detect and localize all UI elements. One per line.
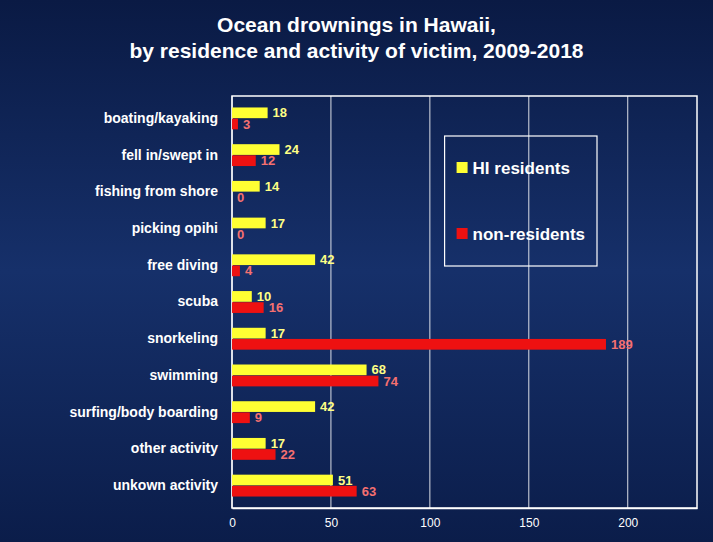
chart-subtitle: by residence and activity of victim, 200… [129,39,583,62]
x-axis-line [233,508,698,510]
bar [232,376,378,387]
y-tick-label: fishing from shore [95,183,218,199]
legend-swatch [457,228,468,239]
bar [232,412,250,423]
y-tick: fishing from shore [95,183,218,199]
data-label: 51 [338,473,352,488]
x-tick-label: 100 [420,516,440,530]
bar [232,339,606,350]
y-tick-label: free diving [147,257,218,273]
bar [232,119,238,130]
grid-line [330,96,331,508]
data-label: 24 [284,142,299,157]
bar [232,266,240,277]
y-tick: fell in/swept in [122,147,218,163]
y-tick-label: swimming [150,367,218,383]
legend-swatch [457,162,468,173]
legend-box [445,136,597,266]
data-label: 16 [269,300,283,315]
y-tick: swimming [150,367,218,383]
legend: HI residents non-residents [445,136,597,266]
y-tick: other activity [131,440,218,456]
data-label: 18 [273,105,287,120]
y-tick: surfing/body boarding [69,404,218,420]
y-tick-label: unkown activity [113,477,218,493]
x-axis: 0 50 100 150 200 [229,508,697,530]
data-label: 42 [320,399,334,414]
y-tick: scuba [178,293,219,309]
y-tick-label: picking opihi [132,220,218,236]
background [0,0,713,542]
y-tick-label: boating/kayaking [104,110,218,126]
legend-item: non-residents [457,225,585,244]
data-label: 9 [255,410,262,425]
x-tick-label: 50 [325,516,339,530]
chart-title: Ocean drownings in Hawaii, [217,13,496,36]
bar [232,438,266,449]
data-labels: 1824141742101768421751312004161897492263 [237,105,633,498]
x-tick: 50 [325,508,339,530]
chart-container: Ocean drownings in Hawaii, by residence a… [0,0,713,542]
y-tick-label: scuba [178,293,219,309]
y-tick-label: surfing/body boarding [69,404,218,420]
y-tick: unkown activity [113,477,218,493]
y-tick: boating/kayaking [104,110,218,126]
x-tick-label: 150 [519,516,539,530]
grid-line [528,96,529,508]
y-tick: picking opihi [132,220,218,236]
bar [232,475,333,486]
bar [232,365,367,376]
data-label: 42 [320,252,334,267]
plot-frame [232,96,697,508]
legend-label: non-residents [473,225,585,244]
y-tick: snorkeling [147,330,218,346]
x-tick: 0 [229,508,236,530]
titles: Ocean drownings in Hawaii, by residence a… [129,13,583,62]
x-tick-label: 0 [229,516,236,530]
data-label: 189 [611,337,633,352]
grid-line [627,96,628,508]
data-label: 63 [362,484,376,499]
bar [232,401,315,412]
data-label: 17 [271,216,285,231]
data-label: 14 [265,179,280,194]
legend-item: HI residents [457,159,570,178]
bar [232,291,252,302]
bar [232,449,276,460]
data-label: 17 [271,326,285,341]
chart-svg: Ocean drownings in Hawaii, by residence a… [0,0,713,542]
y-tick: free diving [147,257,218,273]
y-tick-label: snorkeling [147,330,218,346]
data-label: 0 [237,190,244,205]
bar [232,328,266,339]
x-tick: 100 [420,508,440,530]
y-axis: boating/kayaking fell in/swept in fishing … [69,110,218,493]
grid-line [429,96,430,508]
data-label: 22 [281,447,295,462]
bar [232,229,233,240]
y-tick-label: fell in/swept in [122,147,218,163]
data-label: 74 [383,374,398,389]
data-label: 0 [237,227,244,242]
data-label: 12 [261,153,275,168]
data-label: 3 [243,117,250,132]
x-tick-label: 200 [618,516,638,530]
legend-label: HI residents [473,159,570,178]
bar [232,192,233,203]
x-tick: 150 [519,508,539,530]
y-tick-label: other activity [131,440,218,456]
bars [232,107,606,496]
grid [232,96,628,508]
x-tick: 200 [618,508,638,530]
data-label: 4 [245,263,253,278]
bar [232,155,256,166]
